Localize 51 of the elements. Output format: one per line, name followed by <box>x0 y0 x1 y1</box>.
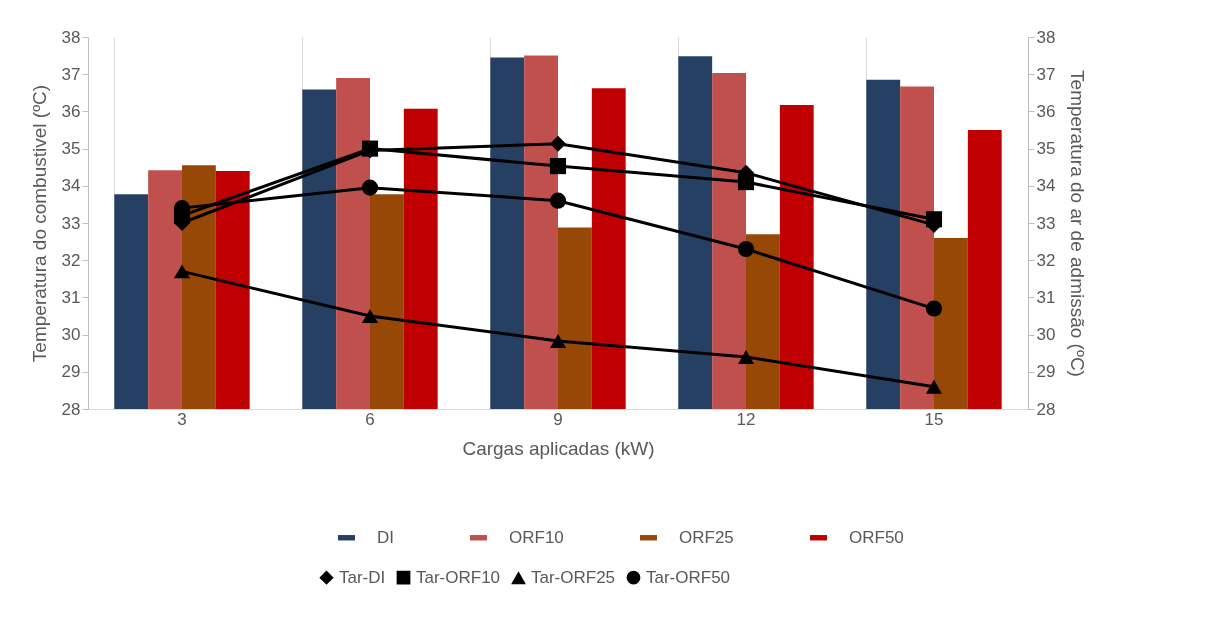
point <box>549 192 567 209</box>
point <box>549 158 567 175</box>
x-tick-label: 15 <box>924 409 944 429</box>
y-tick-label: 35 <box>61 139 81 159</box>
point <box>361 179 379 196</box>
x-tick-label: 9 <box>553 409 563 429</box>
x-tick-label: 3 <box>177 409 187 429</box>
point <box>173 264 191 279</box>
y2-axis-title: Temperatura do ar de admissão (ºC) <box>1067 70 1089 377</box>
x-axis-title: Cargas aplicadas (kW) <box>462 437 655 459</box>
y2-tick-label: 36 <box>1036 101 1056 121</box>
legend-label: ORF25 <box>679 527 734 547</box>
point <box>737 349 755 364</box>
y2-tick-label: 28 <box>1036 399 1056 419</box>
y2-tick-label: 38 <box>1036 27 1056 47</box>
y2-tick-label: 31 <box>1036 287 1056 307</box>
legend-label: Tar-ORF25 <box>531 568 616 588</box>
point <box>549 333 567 348</box>
y-tick-label: 31 <box>61 287 81 307</box>
point <box>925 379 943 394</box>
y2-tick-label: 32 <box>1036 250 1056 270</box>
legend-label: Tar-ORF10 <box>416 567 501 587</box>
y-tick-label: 32 <box>61 250 81 270</box>
x-tick-label: 12 <box>736 409 756 429</box>
y-tick-label: 29 <box>61 362 81 382</box>
point <box>737 240 755 258</box>
y-tick-label: 28 <box>61 399 81 419</box>
y-tick-label: 38 <box>61 27 81 47</box>
legend-label: ORF10 <box>509 527 564 547</box>
point <box>925 300 943 317</box>
y2-tick-label: 37 <box>1036 64 1056 84</box>
y-tick-label: 33 <box>61 213 81 233</box>
y-tick-label: 36 <box>61 101 81 121</box>
y-tick-label: 30 <box>61 325 81 345</box>
legend-label: ORF50 <box>849 527 904 547</box>
y2-tick-label: 34 <box>1036 176 1056 196</box>
legend-label: Tar-ORF50 <box>646 567 731 587</box>
x-tick-label: 6 <box>365 409 375 429</box>
point <box>361 309 379 323</box>
y2-tick-label: 29 <box>1036 362 1056 382</box>
y-axis-title: Temperatura do combustivel (ºC) <box>28 84 50 363</box>
y-tick-label: 37 <box>61 64 81 84</box>
point <box>737 174 755 191</box>
y2-tick-label: 35 <box>1036 139 1056 159</box>
legend-label: Tar-DI <box>339 567 386 587</box>
y2-tick-label: 33 <box>1036 213 1056 233</box>
point <box>549 135 567 152</box>
legend-label: DI <box>377 527 394 547</box>
y2-tick-label: 30 <box>1036 325 1056 345</box>
point <box>925 211 943 228</box>
y-tick-label: 34 <box>61 176 81 196</box>
